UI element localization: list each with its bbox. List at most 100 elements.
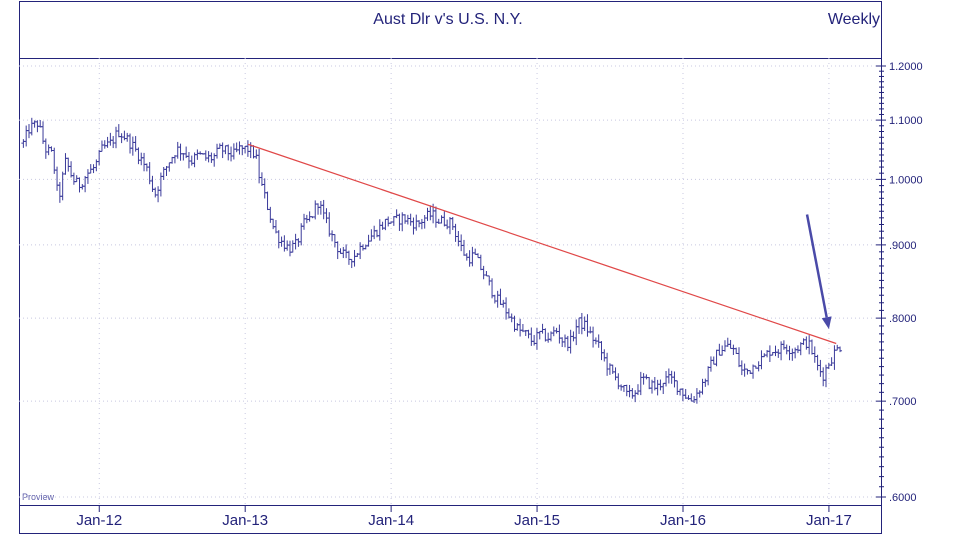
price-bar bbox=[591, 326, 596, 348]
price-bar bbox=[83, 175, 88, 193]
price-bar bbox=[453, 223, 458, 242]
price-bar bbox=[554, 327, 559, 334]
price-bar bbox=[821, 367, 826, 387]
price-bar bbox=[377, 219, 382, 241]
price-bar bbox=[268, 206, 273, 223]
price-bar bbox=[756, 361, 761, 372]
price-bar bbox=[518, 318, 523, 337]
price-bar bbox=[276, 230, 281, 249]
price-bar bbox=[624, 384, 629, 397]
price-bar bbox=[498, 288, 503, 305]
price-bar bbox=[321, 199, 326, 220]
price-bar bbox=[296, 238, 301, 247]
y-tick-label: 1.0000 bbox=[889, 174, 923, 186]
price-bar bbox=[585, 314, 590, 337]
price-bar bbox=[781, 340, 786, 350]
annotations bbox=[247, 143, 837, 345]
price-bar bbox=[534, 327, 539, 350]
price-bar bbox=[450, 216, 455, 230]
price-bar bbox=[316, 203, 321, 215]
x-axis: Jan-12 Jan-13 Jan-14 Jan-15 Jan-16 Jan-17 bbox=[76, 505, 852, 529]
price-bar bbox=[116, 124, 121, 138]
price-bar bbox=[41, 121, 46, 144]
x-tick-label: Jan-13 bbox=[222, 512, 268, 529]
price-bar bbox=[619, 384, 624, 391]
price-bar bbox=[130, 136, 135, 156]
watermark: Proview bbox=[22, 492, 55, 502]
price-bar bbox=[661, 382, 666, 395]
price-bar bbox=[737, 347, 742, 368]
price-bar bbox=[57, 181, 62, 203]
price-bar bbox=[815, 354, 820, 371]
price-bar bbox=[290, 240, 295, 253]
price-bar bbox=[271, 218, 276, 230]
price-bar bbox=[428, 205, 433, 221]
price-bar bbox=[717, 343, 722, 356]
price-bar bbox=[383, 218, 388, 231]
price-bar bbox=[97, 149, 102, 166]
price-bar bbox=[633, 390, 638, 403]
price-bar bbox=[759, 350, 764, 370]
price-bar bbox=[571, 331, 576, 342]
price-bar bbox=[616, 373, 621, 390]
price-bar bbox=[442, 211, 447, 227]
price-bar bbox=[414, 214, 419, 231]
price-bar bbox=[655, 379, 660, 396]
price-bar bbox=[186, 152, 191, 169]
price-bar bbox=[767, 345, 772, 362]
price-bar bbox=[344, 244, 349, 259]
price-bar bbox=[178, 143, 183, 161]
price-bar bbox=[666, 368, 671, 384]
chart-frame bbox=[19, 1, 882, 534]
price-bar bbox=[77, 177, 82, 193]
price-bar bbox=[332, 234, 337, 248]
price-bar bbox=[644, 374, 649, 380]
price-bar bbox=[282, 235, 287, 252]
price-bar bbox=[838, 346, 843, 353]
price-bar bbox=[793, 347, 798, 359]
price-bar bbox=[635, 384, 640, 396]
price-bar bbox=[537, 330, 542, 340]
y-tick-label: .7000 bbox=[889, 396, 917, 408]
price-bar bbox=[257, 148, 262, 184]
price-bar bbox=[220, 142, 225, 159]
price-bar bbox=[69, 161, 74, 178]
price-bar bbox=[751, 364, 756, 379]
price-bar bbox=[478, 254, 483, 271]
price-bar bbox=[355, 252, 360, 257]
price-bar bbox=[588, 326, 593, 334]
price-bar bbox=[461, 239, 466, 256]
y-axis: 1.2000 1.1000 1.0000 .9000 .8000 .7000 .6000 bbox=[876, 61, 923, 504]
price-bar bbox=[563, 334, 568, 348]
price-bar bbox=[128, 133, 133, 154]
price-bar bbox=[43, 138, 48, 159]
price-bar bbox=[156, 186, 161, 203]
price-bar bbox=[602, 349, 607, 362]
price-bar bbox=[708, 356, 713, 372]
price-bar bbox=[470, 246, 475, 267]
price-bar bbox=[818, 359, 823, 377]
price-bar bbox=[492, 294, 497, 304]
period-label: Weekly bbox=[828, 11, 880, 28]
price-bar bbox=[223, 145, 228, 155]
price-bar bbox=[80, 184, 85, 190]
arrow-shaft bbox=[805, 214, 828, 318]
price-bar bbox=[318, 200, 323, 215]
price-bar bbox=[832, 345, 837, 370]
price-bar bbox=[324, 208, 329, 224]
price-bar bbox=[335, 241, 340, 260]
price-bar bbox=[484, 271, 489, 277]
price-bar bbox=[605, 352, 610, 376]
price-bar bbox=[139, 152, 144, 166]
price-bar bbox=[790, 348, 795, 361]
grid-lines bbox=[19, 58, 880, 505]
price-bar bbox=[476, 253, 481, 259]
y-tick-label: .6000 bbox=[889, 492, 917, 504]
price-bar bbox=[380, 221, 385, 230]
price-bar bbox=[234, 142, 239, 153]
price-bar bbox=[599, 341, 604, 361]
price-bar bbox=[557, 324, 562, 344]
price-bar bbox=[495, 290, 500, 308]
price-bar bbox=[231, 143, 236, 160]
